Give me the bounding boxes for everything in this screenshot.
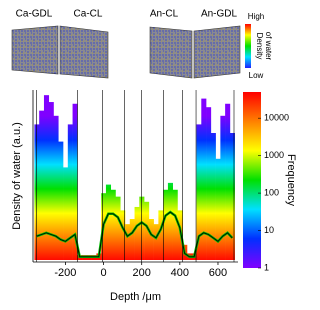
y-axis-label: Density of water (a.u.) [11, 122, 23, 230]
density-column [63, 167, 68, 260]
legend-title: Density [255, 33, 264, 60]
inset-label: Ca-CL [74, 9, 103, 20]
density-column [168, 183, 173, 260]
x-axis-label: Depth /μm [110, 291, 161, 303]
inset-legend: High Low Density of water [245, 12, 273, 80]
density-column [111, 190, 116, 260]
density-column [201, 99, 206, 260]
colorbar-tick-label: 1000 [264, 150, 284, 160]
colorbar-tick-label: 10 [264, 225, 274, 235]
inset-label: An-CL [150, 9, 179, 20]
x-tick-label: -200 [54, 267, 76, 279]
inset-image [60, 26, 108, 78]
insets: Ca-GDL Ca-CL An-CL An-GDL [12, 9, 240, 78]
density-column [34, 124, 39, 260]
inset-image [194, 26, 240, 78]
figure: Ca-GDL Ca-CL An-CL An-GDL High Low Densi… [0, 0, 299, 310]
density-column [173, 190, 178, 260]
density-column [125, 224, 130, 260]
x-tick-label: 400 [171, 267, 189, 279]
legend-low: Low [249, 71, 264, 80]
colorbar-tick-label: 100 [264, 187, 279, 197]
density-column [135, 207, 140, 260]
legend-high: High [248, 12, 264, 21]
density-column [149, 219, 154, 260]
legend-title: of water [264, 32, 273, 61]
density-column [211, 133, 216, 260]
x-tick-label: 200 [133, 267, 151, 279]
x-tick-label: 0 [100, 267, 106, 279]
inset-image [150, 27, 192, 78]
x-tick-label: 600 [209, 267, 227, 279]
density-column [44, 95, 49, 260]
colorbar-tick-label: 10000 [264, 113, 289, 123]
density-column [106, 185, 111, 260]
density-column [216, 159, 221, 260]
inset-label: An-GDL [201, 9, 238, 20]
inset-colorbar [245, 24, 251, 68]
density-column [130, 219, 135, 260]
density-column [154, 224, 159, 260]
density-column [115, 197, 120, 260]
density-column [39, 111, 44, 260]
inset-image [12, 26, 58, 74]
colorbar-label: Frequency [285, 154, 297, 206]
density-column [158, 210, 163, 260]
density-column [58, 142, 63, 260]
inset-label: Ca-GDL [16, 9, 53, 20]
colorbar-tick-label: 1 [264, 262, 269, 272]
